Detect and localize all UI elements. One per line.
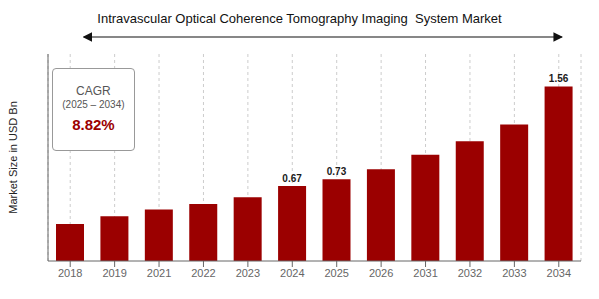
svg-text:2032: 2032: [458, 267, 482, 279]
svg-text:2024: 2024: [280, 267, 304, 279]
svg-text:2031: 2031: [413, 267, 437, 279]
svg-text:2025: 2025: [324, 267, 348, 279]
html-text:8.82%: 8.82%: [72, 115, 115, 133]
svg-text:Market Size in USD Bn: Market Size in USD Bn: [8, 101, 19, 213]
svg-text:2033: 2033: [502, 267, 526, 279]
svg-text:2018: 2018: [58, 267, 82, 279]
html-text:Intravascular Optical Coherenc: Intravascular Optical Coherence Tomograp…: [97, 11, 502, 26]
svg-text:2026: 2026: [369, 267, 393, 279]
svg-text:2021: 2021: [147, 267, 171, 279]
svg-text:1.56: 1.56: [549, 73, 569, 84]
html-text:(2025 – 2034): (2025 – 2034): [62, 99, 125, 111]
svg-text:0.67: 0.67: [282, 173, 302, 184]
html-text:CAGR: CAGR: [76, 84, 111, 99]
svg-text:0.73: 0.73: [327, 166, 347, 177]
svg-text:2023: 2023: [236, 267, 260, 279]
svg-text:2022: 2022: [191, 267, 215, 279]
svg-text:2034: 2034: [547, 267, 571, 279]
svg-text:2019: 2019: [102, 267, 126, 279]
